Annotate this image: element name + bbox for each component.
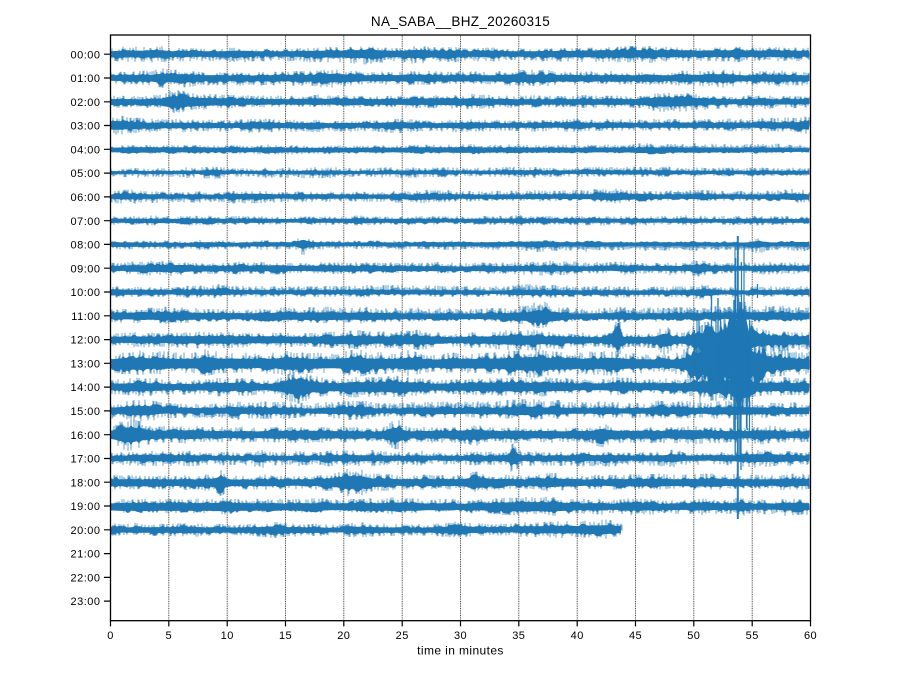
svg-text:18:00: 18:00	[70, 477, 100, 489]
svg-text:16:00: 16:00	[70, 430, 100, 442]
svg-text:17:00: 17:00	[70, 454, 100, 466]
svg-text:NA_SABA__BHZ_20260315: NA_SABA__BHZ_20260315	[371, 14, 550, 29]
svg-text:55: 55	[746, 630, 759, 642]
svg-text:14:00: 14:00	[70, 382, 100, 394]
svg-text:time in minutes: time in minutes	[417, 644, 504, 658]
svg-text:02:00: 02:00	[70, 97, 100, 109]
svg-text:10:00: 10:00	[70, 287, 100, 299]
svg-text:0: 0	[107, 630, 114, 642]
svg-text:21:00: 21:00	[70, 549, 100, 561]
svg-text:01:00: 01:00	[70, 73, 100, 85]
svg-text:25: 25	[396, 630, 409, 642]
svg-text:00:00: 00:00	[70, 49, 100, 61]
svg-text:45: 45	[629, 630, 642, 642]
svg-text:13:00: 13:00	[70, 358, 100, 370]
svg-text:15:00: 15:00	[70, 406, 100, 418]
svg-text:40: 40	[571, 630, 584, 642]
svg-text:08:00: 08:00	[70, 240, 100, 252]
svg-text:20:00: 20:00	[70, 525, 100, 537]
svg-text:15: 15	[279, 630, 292, 642]
svg-text:35: 35	[512, 630, 525, 642]
svg-text:50: 50	[687, 630, 700, 642]
svg-text:20: 20	[337, 630, 350, 642]
svg-text:5: 5	[166, 630, 173, 642]
svg-text:03:00: 03:00	[70, 121, 100, 133]
svg-text:19:00: 19:00	[70, 501, 100, 513]
svg-text:10: 10	[221, 630, 234, 642]
svg-text:04:00: 04:00	[70, 144, 100, 156]
svg-text:07:00: 07:00	[70, 216, 100, 228]
svg-text:22:00: 22:00	[70, 573, 100, 585]
svg-text:09:00: 09:00	[70, 263, 100, 275]
svg-text:06:00: 06:00	[70, 192, 100, 204]
svg-text:12:00: 12:00	[70, 335, 100, 347]
svg-text:60: 60	[804, 630, 817, 642]
svg-text:30: 30	[454, 630, 467, 642]
svg-text:11:00: 11:00	[71, 311, 100, 323]
svg-text:23:00: 23:00	[70, 596, 100, 608]
svg-text:05:00: 05:00	[70, 168, 100, 180]
